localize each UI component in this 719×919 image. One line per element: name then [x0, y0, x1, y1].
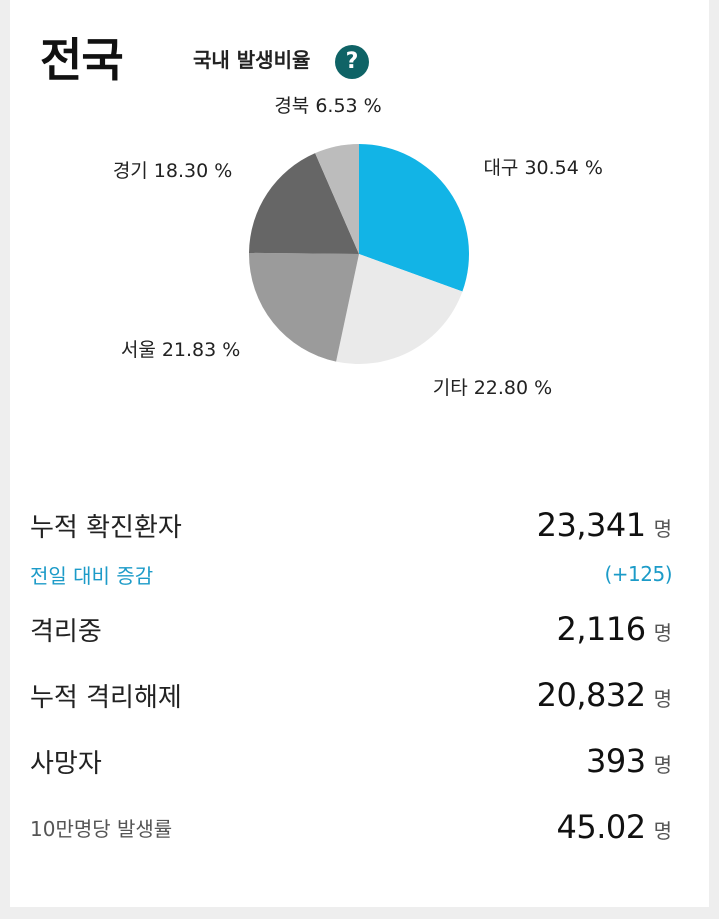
pie-slice-0 [359, 144, 469, 292]
diff-label: 전일 대비 증감 [30, 563, 154, 588]
chart-subtitle: 국내 발생비율 [193, 48, 311, 72]
pie-chart: 대구 30.54 % 기타 22.80 % 서울 21.83 % 경기 18.30 %… [113, 95, 603, 399]
stat-row-released: 누적 격리해제 20,832 명 [30, 662, 672, 728]
pie-slice-label-0: 대구 30.54 % [483, 157, 603, 179]
pie-slice-4 [315, 144, 359, 254]
stat-value: 20,832 [536, 676, 646, 714]
stat-label: 사망자 [30, 748, 102, 779]
stat-value: 23,341 [536, 506, 646, 544]
stat-value: 45.02 [556, 808, 646, 846]
pie-slice-1 [336, 254, 463, 364]
stat-row-rate: 10만명당 발생률 45.02 명 [30, 794, 672, 860]
pie-slice-label-4: 경북 6.53 % [274, 95, 381, 117]
stat-label: 10만명당 발생률 [30, 816, 173, 841]
stat-unit: 명 [653, 621, 672, 645]
stat-row-isolated: 격리중 2,116 명 [30, 596, 672, 662]
pie-slice-label-3: 경기 18.30 % [113, 160, 233, 182]
stat-unit: 명 [653, 753, 672, 777]
stat-row-diff: 전일 대비 증감 (+125) [30, 550, 672, 598]
pie-slice-label-2: 서울 21.83 % [121, 339, 241, 361]
stat-unit: 명 [653, 687, 672, 711]
help-icon[interactable]: ? [335, 45, 369, 79]
stat-value: 2,116 [556, 610, 646, 648]
stat-value: 393 [586, 742, 646, 780]
diff-value: (+125) [604, 562, 672, 586]
stat-unit: 명 [653, 819, 672, 843]
pie-slice-3 [249, 153, 359, 254]
stats-list: 누적 확진환자 23,341 명 전일 대비 증감 (+125) 격리중 2,1… [30, 492, 672, 860]
stat-unit: 명 [653, 517, 672, 541]
pie-slice-2 [249, 252, 359, 362]
stat-row-deaths: 사망자 393 명 [30, 728, 672, 794]
region-title: 전국 [40, 33, 124, 87]
pie-slice-label-1: 기타 22.80 % [433, 377, 552, 399]
stat-label: 누적 격리해제 [30, 682, 182, 713]
stat-label: 누적 확진환자 [30, 512, 182, 543]
stat-label: 격리중 [30, 616, 102, 647]
stat-row-cumulative: 누적 확진환자 23,341 명 [30, 492, 672, 558]
